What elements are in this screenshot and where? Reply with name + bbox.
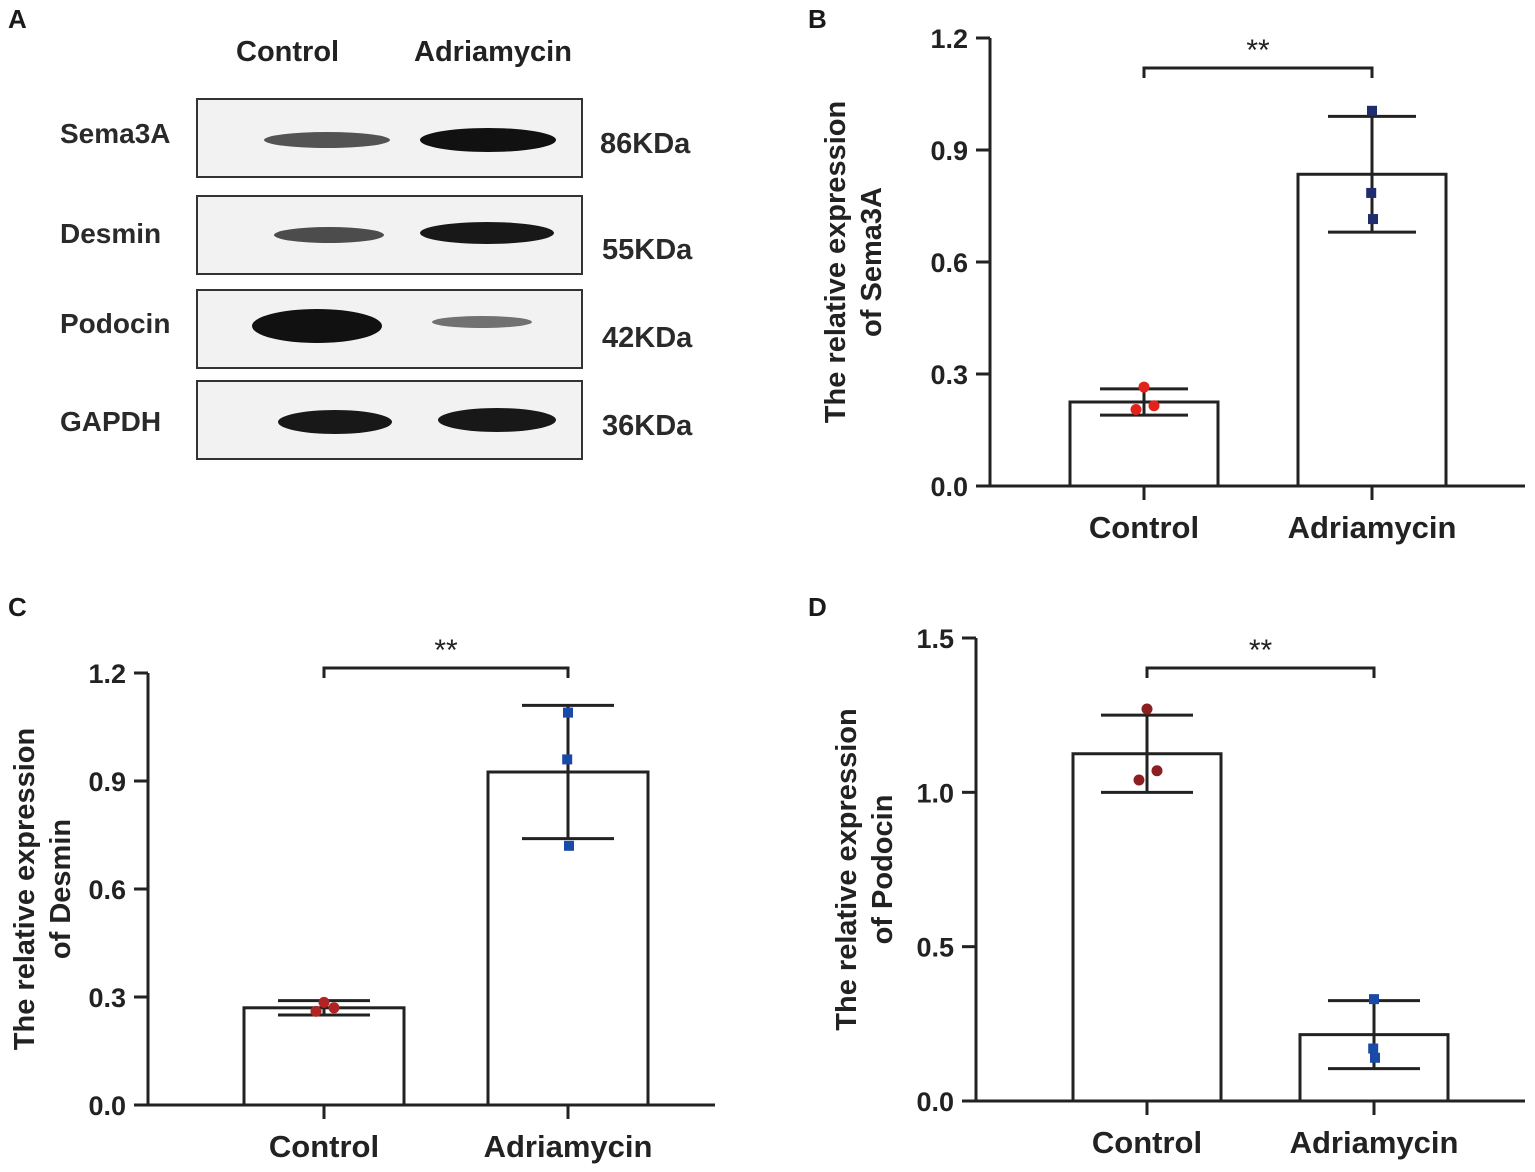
y-tick-label: 0.9 xyxy=(88,767,126,797)
band-podocin-adriamycin xyxy=(432,316,532,328)
significance-bracket xyxy=(1142,66,1374,78)
y-tick-label: 1.5 xyxy=(916,624,954,654)
y-tick-label: 0.0 xyxy=(916,1087,954,1117)
significance-bracket xyxy=(1145,666,1376,678)
bar-control xyxy=(1071,752,1223,1103)
data-point xyxy=(1368,1043,1379,1054)
wb-row-label-sema3a: Sema3A xyxy=(60,118,171,149)
data-point xyxy=(310,1005,322,1017)
x-tick-label-control: Control xyxy=(269,1129,379,1164)
data-point xyxy=(1148,400,1160,412)
x-tick-label-adriamycin: Adriamycin xyxy=(1290,1125,1459,1160)
y-tick-label: 1.2 xyxy=(88,659,126,689)
y-tick-label: 0.9 xyxy=(930,136,968,166)
y-axis-label-line1: The relative expression xyxy=(9,728,41,1050)
x-tick-label-adriamycin: Adriamycin xyxy=(484,1129,653,1164)
data-point xyxy=(1369,994,1379,1005)
panel-letter-a: A xyxy=(8,4,27,34)
y-tick-label: 0.0 xyxy=(88,1091,126,1121)
wb-row-label-desmin: Desmin xyxy=(60,218,162,249)
y-tick-label: 0.0 xyxy=(930,472,968,502)
bar-chart-sema3a: 0.0 0.3 0.6 0.9 1.2 Control Adriamycin ** The re… xyxy=(820,24,1525,545)
significance-label: ** xyxy=(1249,634,1273,667)
band-sema3a-adriamycin xyxy=(420,128,556,152)
wb-kda-sema3a: 86KDa xyxy=(600,128,691,160)
y-tick-label: 0.6 xyxy=(930,248,968,278)
data-point xyxy=(563,707,573,718)
y-tick-label: 1.0 xyxy=(916,778,954,808)
wb-row-label-gapdh: GAPDH xyxy=(60,406,162,437)
x-tick-label-control: Control xyxy=(1089,510,1199,545)
panel-letter-d: D xyxy=(808,592,827,622)
y-axis-label-line2: of Podocin xyxy=(867,795,899,945)
y-axis-label-line1: The relative expression xyxy=(831,708,863,1030)
panel-letter-b: B xyxy=(808,4,827,34)
data-point xyxy=(1151,765,1163,777)
data-point xyxy=(1370,1052,1380,1063)
blot-strip-podocin xyxy=(196,289,583,369)
y-axis-label-line2: of Desmin xyxy=(45,819,77,959)
wb-kda-gapdh: 36KDa xyxy=(602,410,693,442)
band-gapdh-control xyxy=(278,410,392,434)
x-tick-label-control: Control xyxy=(1092,1125,1202,1160)
significance-bracket xyxy=(322,666,570,678)
x-tick-label-adriamycin: Adriamycin xyxy=(1288,510,1457,545)
data-point xyxy=(1141,703,1153,715)
y-tick-label: 1.2 xyxy=(930,24,968,54)
data-point xyxy=(1367,105,1377,116)
data-point xyxy=(1368,214,1378,225)
panel-letter-c: C xyxy=(8,592,27,622)
data-point xyxy=(562,754,573,765)
blot-strip-gapdh xyxy=(196,380,583,460)
data-point xyxy=(1366,187,1377,198)
data-point xyxy=(564,840,574,851)
y-axis-label: The relative expression of Podocin xyxy=(831,708,899,1030)
band-desmin-adriamycin xyxy=(420,222,554,244)
wb-kda-desmin: 55KDa xyxy=(602,234,693,266)
y-axis-label: The relative expression of Desmin xyxy=(9,728,77,1050)
significance-label: ** xyxy=(1246,34,1270,67)
data-point xyxy=(318,996,330,1008)
y-axis-label-line2: of Sema3A xyxy=(856,187,888,337)
y-tick-label: 0.3 xyxy=(88,983,126,1013)
band-gapdh-adriamycin xyxy=(438,408,556,432)
wb-column-label-adriamycin: Adriamycin xyxy=(414,36,572,68)
bar-chart-desmin: 0.0 0.3 0.6 0.9 1.2 Control Adriamycin ** The re… xyxy=(9,634,715,1164)
blot-strip-sema3a xyxy=(196,98,583,178)
y-tick-label: 0.6 xyxy=(88,875,126,905)
band-desmin-control xyxy=(274,227,384,243)
blot-strip-desmin xyxy=(196,195,583,275)
y-axis-label-line1: The relative expression xyxy=(820,101,852,423)
western-blot-panel: Control Adriamycin Sema3A Desmin Podocin… xyxy=(0,0,760,520)
y-axis-label: The relative expression of Sema3A xyxy=(820,101,888,423)
data-point xyxy=(328,1002,340,1014)
bar-control xyxy=(242,1006,406,1107)
wb-column-label-control: Control xyxy=(236,36,340,68)
data-point xyxy=(1138,381,1150,393)
bar-chart-podocin: 0.0 0.5 1.0 1.5 Control Adriamycin ** The relat… xyxy=(831,624,1525,1160)
y-tick-label: 0.3 xyxy=(930,360,968,390)
wb-row-label-podocin: Podocin xyxy=(60,308,171,339)
band-sema3a-control xyxy=(264,132,390,148)
band-podocin-control xyxy=(252,309,382,343)
y-tick-label: 0.5 xyxy=(916,933,954,963)
significance-label: ** xyxy=(434,634,458,667)
wb-kda-podocin: 42KDa xyxy=(602,322,693,354)
data-point xyxy=(1130,403,1142,415)
data-point xyxy=(1133,774,1145,786)
